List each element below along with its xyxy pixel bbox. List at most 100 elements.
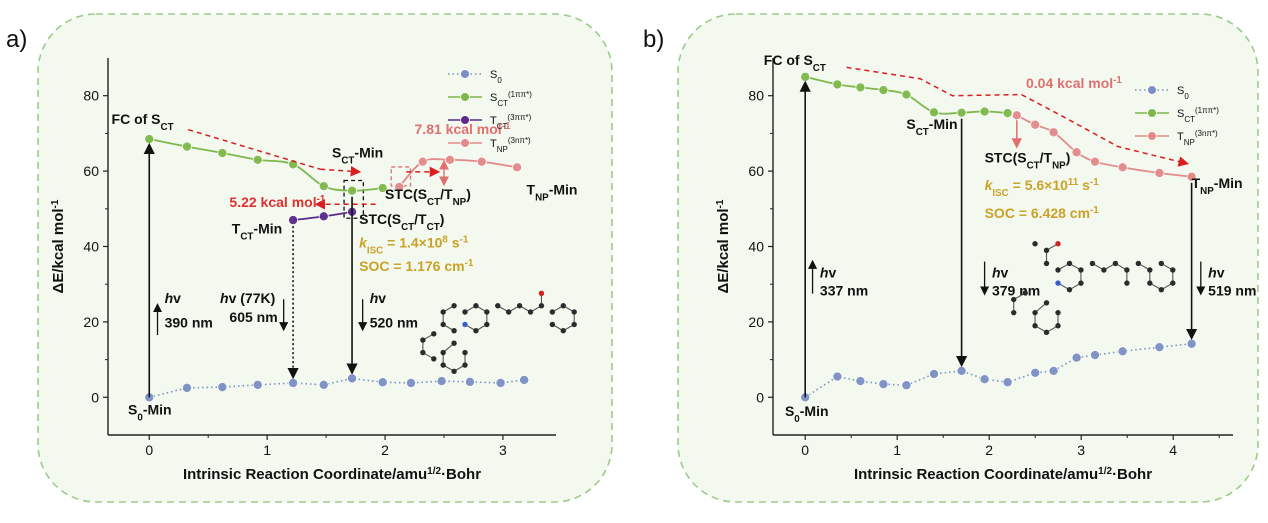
molecule-atom	[1032, 323, 1038, 329]
data-point	[1071, 147, 1082, 158]
dashed-highlight-box	[390, 166, 412, 187]
molecule-atom	[420, 337, 426, 343]
y-tick-label: 40	[748, 239, 764, 255]
molecule-atom	[462, 321, 468, 328]
text-part: -1	[1113, 75, 1122, 86]
molecule-atom	[484, 309, 490, 315]
data-point	[878, 379, 889, 390]
text-part: h	[820, 264, 829, 280]
molecule-atom	[440, 349, 446, 356]
data-point	[347, 185, 358, 196]
data-point	[1117, 162, 1128, 173]
molecule-atom	[1089, 260, 1096, 267]
x-tick-label: 4	[1169, 442, 1177, 458]
molecule-atom	[1055, 309, 1061, 316]
data-point	[252, 154, 263, 165]
data-point	[1117, 346, 1128, 357]
molecule-atom	[1032, 241, 1038, 247]
text-part: )	[466, 186, 471, 202]
text-part: h	[370, 290, 379, 306]
text-part: SOC = 6.428 cm	[985, 205, 1090, 221]
text-part: S	[785, 403, 794, 419]
text-part: ISC	[992, 187, 1008, 198]
data-point	[1030, 367, 1041, 378]
annotation: hv (77K)	[220, 290, 275, 306]
annotation: hv	[370, 290, 387, 306]
annotation: STC(SCT/TCT)	[359, 211, 444, 233]
legend-label-part: S	[490, 69, 497, 81]
text-part: -1	[1090, 176, 1099, 187]
text-part: /T	[1040, 149, 1053, 165]
y-axis-title-part: ΔE/kcal mol	[715, 208, 732, 293]
molecule-structure	[420, 290, 577, 374]
molecule-atom	[549, 309, 556, 315]
y-axis-title: ΔE/kcal mol-1	[715, 199, 733, 293]
legend-marker	[1147, 131, 1157, 141]
data-point	[1011, 110, 1022, 121]
x-tick-label: 1	[893, 442, 901, 458]
data-point	[288, 215, 299, 226]
molecule-atom	[527, 309, 534, 315]
annotation: SCT-Min	[906, 116, 957, 138]
dashed-highlight-box	[343, 179, 365, 219]
panel-background	[37, 13, 613, 503]
text-part: CT	[401, 221, 414, 232]
y-tick-label: 60	[748, 163, 764, 179]
text-part: CT	[813, 62, 826, 73]
legend-label-part: (3nπ*)	[1195, 129, 1218, 138]
data-point	[144, 134, 155, 145]
legend-label-part: NP	[1184, 138, 1195, 147]
data-point	[901, 89, 912, 100]
data-point	[181, 141, 192, 152]
molecule-atom	[560, 303, 566, 309]
legend-label: SCT(1ππ*)	[1177, 106, 1219, 124]
text-part: 5.22 kcal mol	[229, 194, 316, 210]
text-part: )	[1066, 149, 1071, 165]
text-part: v	[173, 290, 181, 306]
y-tick-label: 0	[91, 389, 99, 405]
text-part: NP	[453, 196, 467, 207]
molecule-atom	[1135, 260, 1142, 267]
annotation: SCT-Min	[332, 145, 383, 167]
data-point	[444, 154, 455, 165]
text-part: k	[985, 177, 994, 193]
x-tick-label: 3	[499, 442, 507, 458]
legend-label-part: S	[490, 92, 497, 104]
text-part: v	[378, 290, 386, 306]
red-dashed-arrow	[320, 166, 362, 177]
data-point	[217, 148, 228, 159]
molecule-atom	[451, 303, 457, 309]
molecule-atom	[1011, 296, 1017, 303]
data-point	[979, 374, 990, 385]
legend-label-part: (1ππ*)	[1195, 106, 1219, 115]
data-point	[855, 376, 866, 387]
molecule-atom	[1147, 280, 1153, 286]
text-part: -1	[317, 193, 326, 204]
text-part: h	[220, 290, 229, 306]
text-part: STC(S	[985, 149, 1027, 165]
text-part: CT	[240, 231, 253, 242]
legend-label-part: (3ππ*)	[507, 113, 531, 122]
text-part: s	[448, 234, 460, 250]
molecule-atom	[1170, 267, 1176, 273]
data-point	[1002, 377, 1013, 388]
data-point	[800, 71, 811, 82]
text-part: NP	[1052, 160, 1066, 171]
legend-label-part: T	[1177, 131, 1184, 143]
data-point	[252, 379, 263, 390]
y-tick-label: 20	[83, 314, 99, 330]
y-tick-label: 60	[83, 163, 99, 179]
legend-label: SCT(1ππ*)	[490, 90, 532, 108]
molecule-atom	[431, 331, 437, 337]
text-part: 0	[794, 414, 800, 425]
data-point	[318, 181, 329, 192]
text-part: )	[440, 211, 445, 227]
molecule-atom	[462, 362, 468, 368]
molecule-atom	[1043, 329, 1050, 336]
y-axis-title-part: ΔE/kcal mol	[50, 208, 67, 293]
text-part: -Min	[549, 181, 578, 197]
text-part: CT	[427, 221, 440, 232]
legend-label-part: NP	[497, 145, 508, 154]
text-part: -1	[1090, 205, 1099, 216]
y-axis-title: ΔE/kcal mol-1	[50, 199, 68, 293]
